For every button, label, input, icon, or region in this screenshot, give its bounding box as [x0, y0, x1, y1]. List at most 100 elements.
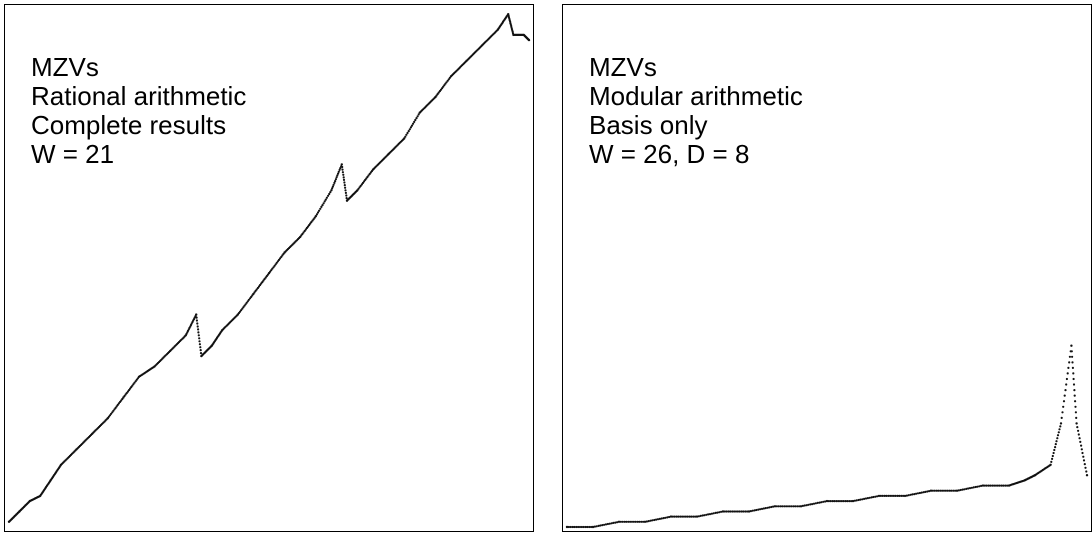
data-point [1073, 389, 1076, 392]
data-point [790, 505, 793, 508]
data-point [445, 81, 448, 84]
data-point [668, 515, 671, 519]
data-point [889, 494, 892, 497]
data-point [1070, 350, 1073, 353]
data-point [874, 495, 877, 498]
data-point [783, 505, 786, 508]
data-point [1053, 448, 1056, 452]
data-point [972, 486, 975, 489]
data-point [820, 501, 823, 504]
data-point [325, 196, 328, 199]
data-point [1066, 372, 1069, 375]
data-point [916, 492, 920, 495]
data-point [894, 494, 897, 497]
data-point [827, 500, 830, 503]
data-point [197, 331, 200, 334]
data-point [406, 131, 409, 135]
data-point [666, 516, 669, 519]
data-point [673, 515, 676, 518]
data-point [786, 505, 790, 508]
data-point [863, 497, 866, 500]
data-point [627, 520, 630, 523]
data-point [887, 494, 890, 497]
data-point [1080, 448, 1083, 451]
data-point [812, 502, 816, 505]
data-point [684, 515, 687, 518]
data-point [740, 510, 743, 513]
data-point [1058, 428, 1061, 431]
data-point [1055, 440, 1058, 443]
data-point [766, 506, 769, 509]
data-point [197, 334, 200, 337]
data-point [621, 520, 624, 523]
data-point [833, 500, 836, 503]
data-point [1071, 361, 1074, 364]
data-point [198, 340, 201, 343]
data-point [955, 489, 959, 492]
data-point [742, 510, 745, 513]
data-point [807, 503, 810, 506]
data-point [903, 494, 907, 498]
data-point [323, 200, 326, 203]
data-point [367, 174, 370, 177]
data-point [1084, 466, 1087, 469]
data-point [1077, 429, 1080, 432]
data-point [759, 508, 762, 511]
data-point [935, 489, 938, 492]
data-point [1082, 455, 1085, 458]
data-point [762, 507, 765, 510]
data-point [911, 493, 914, 496]
data-point [342, 178, 346, 181]
data-point [768, 506, 771, 509]
label-line-3: Complete results [31, 110, 227, 140]
data-point [961, 488, 964, 491]
data-point [781, 505, 784, 508]
data-point [922, 491, 925, 494]
data-point [1054, 446, 1057, 449]
data-point [805, 504, 808, 507]
data-point [853, 499, 856, 502]
data-point [772, 505, 775, 508]
data-point [941, 489, 944, 492]
data-point [994, 484, 998, 487]
data-point [417, 113, 420, 116]
data-point [341, 165, 344, 169]
data-point [662, 517, 665, 520]
data-point [1075, 416, 1078, 419]
data-point [344, 191, 347, 194]
data-point [608, 522, 611, 525]
data-point [603, 523, 606, 526]
data-point [811, 503, 814, 506]
data-point [682, 515, 686, 518]
data-point [338, 168, 341, 171]
data-point [625, 520, 628, 523]
data-point [718, 511, 721, 514]
data-point [582, 525, 585, 529]
data-point [345, 197, 348, 200]
data-point [751, 509, 754, 512]
data-point [1049, 463, 1052, 466]
data-point [1068, 355, 1071, 358]
data-point [675, 515, 678, 518]
data-point [959, 488, 962, 492]
data-point [1078, 437, 1081, 440]
data-point [586, 525, 589, 529]
data-point [310, 221, 313, 224]
data-point [340, 163, 343, 166]
data-point [918, 491, 921, 495]
data-point [679, 515, 682, 518]
data-point [630, 520, 634, 523]
data-point [1085, 470, 1088, 473]
data-point [318, 209, 321, 212]
data-point [788, 505, 791, 508]
data-point [1070, 344, 1073, 347]
data-point [610, 522, 613, 525]
data-point [738, 510, 741, 513]
data-point [1067, 366, 1070, 369]
data-point [705, 513, 708, 516]
data-point [629, 520, 632, 523]
data-point [801, 504, 804, 507]
data-point [779, 505, 782, 508]
data-point [617, 520, 621, 523]
data-point [900, 494, 903, 497]
